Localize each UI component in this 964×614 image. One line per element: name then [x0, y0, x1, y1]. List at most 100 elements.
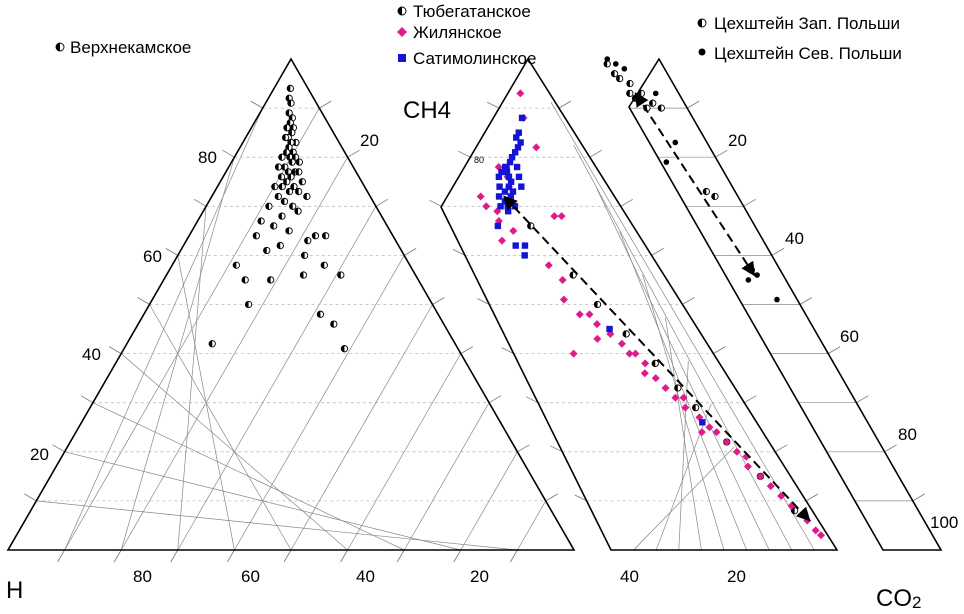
panel-a-series-0-point-48	[321, 232, 330, 240]
panel-a-series-0-point-15	[283, 148, 291, 156]
panel-a-series-0-point-54	[241, 276, 249, 284]
vertex-label-co: CO	[876, 585, 912, 612]
panel-c-right-tick-40: 40	[785, 229, 804, 248]
panel-a-left-tick-20: 20	[30, 445, 49, 464]
panel-c-series-0-point-10	[702, 187, 710, 196]
panel-b-series-1-point-33	[722, 437, 731, 446]
tick-mark	[193, 198, 207, 207]
grid-line	[633, 446, 735, 551]
grid-line	[573, 145, 793, 551]
tick-mark	[510, 549, 518, 563]
vertex-label-co-subscript: 2	[912, 593, 921, 612]
panel-c-series-0-point-1	[610, 70, 619, 78]
legend-panel-b: Тюбегатанское Жилянское Сатимолинское	[397, 2, 536, 68]
tick-mark	[283, 549, 292, 563]
panel-a-series-0-point-28	[283, 178, 291, 186]
panel-b-series-0-point-6	[691, 403, 700, 412]
legend-label-zechstein-north: Цехштейн Сев. Польши	[714, 44, 902, 63]
tick-mark	[682, 297, 695, 305]
tick-mark	[452, 249, 466, 256]
tick-mark	[403, 248, 417, 256]
tick-mark	[432, 297, 445, 305]
panel-b-series-2-point-29	[494, 222, 502, 230]
panel-a-series-0-point-53	[320, 261, 328, 269]
panel-c-right-tick-20: 20	[728, 131, 747, 150]
legend-marker-symbol	[397, 27, 407, 37]
legend-marker-verkhnekamskoe	[55, 42, 65, 52]
tick-mark	[429, 199, 442, 207]
panel-b-series-1-point-12	[559, 295, 568, 304]
panel-c-series-1-point-8	[745, 277, 752, 283]
tick-mark	[486, 101, 500, 109]
panel-a-series-0-point-61	[340, 345, 349, 353]
panel-c-right-tick-80: 80	[898, 425, 917, 444]
panel-a-series-0-point-56	[299, 271, 308, 279]
grid-line	[120, 353, 348, 551]
panel-b-series-2-point-6	[508, 154, 516, 161]
panel-b-series-2-point-25	[509, 188, 517, 195]
tick-mark	[488, 395, 502, 404]
panel-c-trend-arrow	[634, 92, 756, 277]
tick-mark	[347, 149, 360, 158]
grid-line	[92, 402, 405, 551]
panel-b-series-1-point-11	[558, 275, 567, 284]
tick-mark	[620, 198, 633, 207]
panel-a-series-0-point-46	[304, 237, 312, 245]
tick-mark	[558, 100, 572, 109]
tick-mark	[517, 444, 530, 453]
vertex-label-ch4: CH4	[403, 97, 451, 124]
panel-c-series-0-point-6	[649, 99, 657, 107]
panel-a-series-0-point-36	[303, 192, 311, 201]
legend-marker-zechstein-west	[697, 18, 707, 28]
panel-c-series-1-point-2	[604, 56, 611, 62]
tick-mark	[170, 549, 179, 563]
panel-b-series-2-point-32	[521, 242, 529, 249]
panel-b-series-1-point-14	[585, 310, 594, 319]
grid-line	[642, 274, 725, 551]
panel-b-series-2-point-0	[518, 114, 526, 122]
panel-b-series-1-point-22	[641, 359, 650, 368]
tick-mark	[805, 493, 819, 502]
panel-b-series-2-point-4	[514, 144, 522, 151]
legend-label-zechstein-west: Цехштейн Зап. Польши	[714, 14, 900, 33]
panel-a-series-0-point-10	[281, 133, 290, 142]
tick-mark	[319, 100, 332, 109]
panel-a-series-0-point-44	[285, 227, 293, 235]
panel-a-series-0-point-29	[298, 178, 306, 186]
panel-b-series-2-point-14	[495, 193, 503, 200]
grid-line	[596, 188, 770, 551]
panel-b-series-0-point-5	[674, 384, 682, 392]
panel-a-series-0-point-62	[208, 340, 216, 348]
grid-line	[120, 157, 348, 551]
panel-b-series-1-point-23	[640, 369, 649, 378]
panel-a-series-0-point-40	[294, 207, 302, 215]
tick-mark	[113, 549, 122, 563]
panel-b-series-2-point-31	[521, 252, 528, 259]
legend-marker-symbol	[55, 42, 65, 52]
panel-b-series-1-point-37	[756, 472, 765, 481]
panel-a-series-0-point-21	[281, 163, 289, 171]
panel-a-series-0-point-3	[285, 109, 293, 117]
panel-b-series-1-point-25	[661, 383, 670, 392]
panel-a-series-0-point-57	[337, 271, 345, 279]
panel-b-series-1-point-9	[498, 236, 507, 245]
panel-a-series-0-point-43	[270, 222, 278, 230]
panel-a-series-0-point-51	[300, 251, 309, 260]
legend-label-satimolinskoe: Сатимолинское	[413, 49, 536, 68]
panel-b-series-2-point-9	[503, 168, 511, 176]
tick-mark	[137, 297, 150, 305]
panel-b-base-tick-20: 20	[727, 567, 746, 586]
panel-b-series-1-point-19	[569, 349, 578, 358]
panel-c-series-1-point-4	[672, 139, 679, 146]
vertex-label-h: H	[6, 577, 23, 604]
legend-marker-zhilyanskoe	[397, 27, 407, 37]
panel-b-series-1-point-8	[509, 226, 518, 235]
grid-line	[517, 500, 547, 551]
panel-a-series-0-point-26	[277, 173, 286, 181]
panel-b-base-tick-40: 40	[620, 567, 639, 586]
panel-a-series-0-point-47	[311, 232, 320, 240]
panel-b-series-1-point-4	[482, 202, 491, 211]
panel-b-series-2-point-33	[606, 325, 613, 333]
panel-b-series-2-point-11	[507, 178, 515, 185]
